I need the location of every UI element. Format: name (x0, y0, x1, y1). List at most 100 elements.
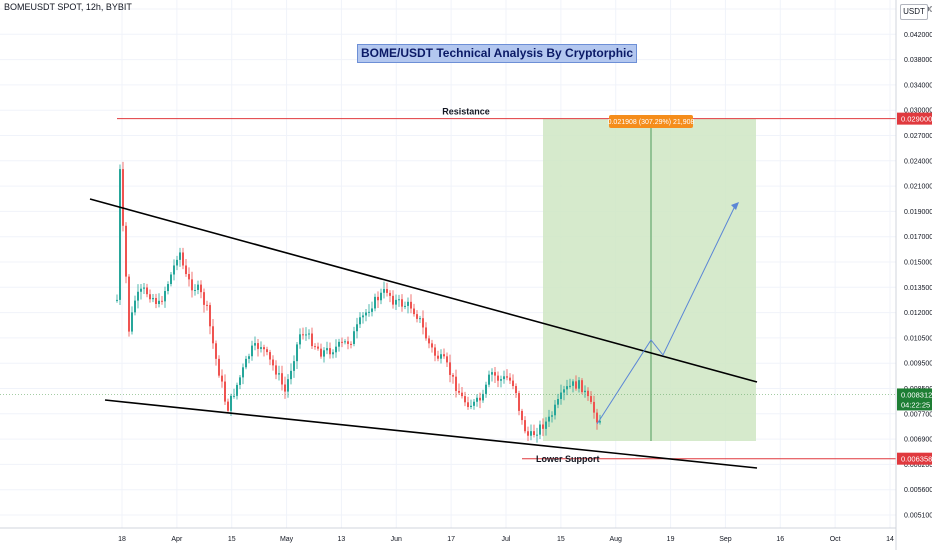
candle (392, 290, 394, 309)
countdown-text: 04:22:25 (901, 400, 930, 409)
candle-body (488, 374, 490, 385)
candle (452, 372, 454, 384)
price-tick-label: 0.015000 (904, 260, 932, 267)
candle (116, 294, 118, 303)
candle (542, 418, 544, 437)
candle-body (464, 396, 466, 403)
candle (281, 365, 283, 391)
candle (338, 338, 340, 352)
price-tick-label: 0.013500 (904, 285, 932, 292)
candle-body (398, 299, 400, 301)
candle-body (158, 300, 160, 304)
candle (275, 360, 277, 380)
candle (380, 288, 382, 305)
candle (191, 271, 193, 298)
symbol-info: BOMEUSDT SPOT, 12h, BYBIT (4, 2, 132, 12)
candle-body (590, 396, 592, 402)
candle-body (410, 301, 412, 309)
candle-body (392, 295, 394, 305)
candle-body (572, 381, 574, 386)
candle-body (116, 299, 118, 301)
time-tick-label: 15 (557, 536, 565, 543)
candle-body (512, 380, 514, 387)
candle (494, 367, 496, 383)
price-tick-label: 0.019000 (904, 209, 932, 216)
candle-body (527, 431, 529, 436)
candle-body (212, 326, 214, 344)
candle (128, 274, 130, 337)
candlestick-series (116, 161, 601, 443)
candle-body (500, 379, 502, 381)
candle-body (335, 346, 337, 353)
candle (311, 327, 313, 350)
candle (344, 339, 346, 345)
candle-body (176, 259, 178, 266)
candle (434, 344, 436, 362)
candle (305, 327, 307, 341)
price-tick-label: 0.005600 (904, 487, 932, 494)
candle (131, 306, 133, 335)
candle (587, 387, 589, 401)
candle (584, 385, 586, 398)
candle-body (437, 355, 439, 359)
candle-body (140, 288, 142, 292)
candle-body (383, 289, 385, 293)
candle (269, 349, 271, 366)
candle-body (215, 343, 217, 359)
candle-body (122, 169, 124, 226)
candle-body (536, 434, 538, 436)
candle-body (326, 348, 328, 351)
candle-body (401, 299, 403, 307)
candle (401, 294, 403, 312)
candle (554, 399, 556, 420)
unit-selector[interactable]: USDT (900, 4, 928, 20)
time-tick-label: Sep (719, 536, 732, 543)
price-tick-label: 0.012000 (904, 310, 932, 317)
time-axis: 18 Apr 15 May 13 Jun 17 Jul 15 Aug 19 Sep 16 Oct 14 (118, 536, 894, 543)
candle-body (185, 265, 187, 275)
price-tick-label: 0.027000 (904, 133, 932, 140)
candle (566, 379, 568, 396)
candle (215, 340, 217, 366)
candle (227, 398, 229, 414)
candle (536, 427, 538, 443)
candle (284, 376, 286, 399)
candle-body (290, 370, 292, 380)
candle-body (278, 373, 280, 375)
candle-body (254, 343, 256, 346)
support-price-text: 0.006358 (901, 455, 932, 464)
candle-body (293, 361, 295, 371)
candle (521, 408, 523, 425)
candle (293, 355, 295, 378)
candle-body (233, 395, 235, 397)
candle-body (575, 381, 577, 389)
candle (572, 379, 574, 393)
candle (236, 382, 238, 400)
candle-body (308, 333, 310, 335)
candle (308, 329, 310, 340)
candle (353, 326, 355, 347)
candle (515, 383, 517, 398)
candle (446, 352, 448, 367)
candle (245, 355, 247, 370)
candle (200, 280, 202, 299)
candle-body (476, 397, 478, 402)
candle-body (230, 395, 232, 411)
upper-trendline (89, 198, 758, 383)
candle-body (365, 312, 367, 316)
candle (356, 317, 358, 339)
candle-body (149, 294, 151, 300)
candle (302, 327, 304, 340)
candle (476, 394, 478, 407)
candle-body (164, 291, 166, 302)
candle-body (224, 381, 226, 402)
candle (278, 365, 280, 381)
candle (416, 310, 418, 323)
candle-body (563, 389, 565, 393)
candle (266, 346, 268, 356)
price-tick-label: 0.030000 (904, 108, 932, 115)
candle (257, 339, 259, 357)
current-price-text: 0.008312 (901, 390, 932, 399)
price-tick-label: 0.042000 (904, 32, 932, 39)
